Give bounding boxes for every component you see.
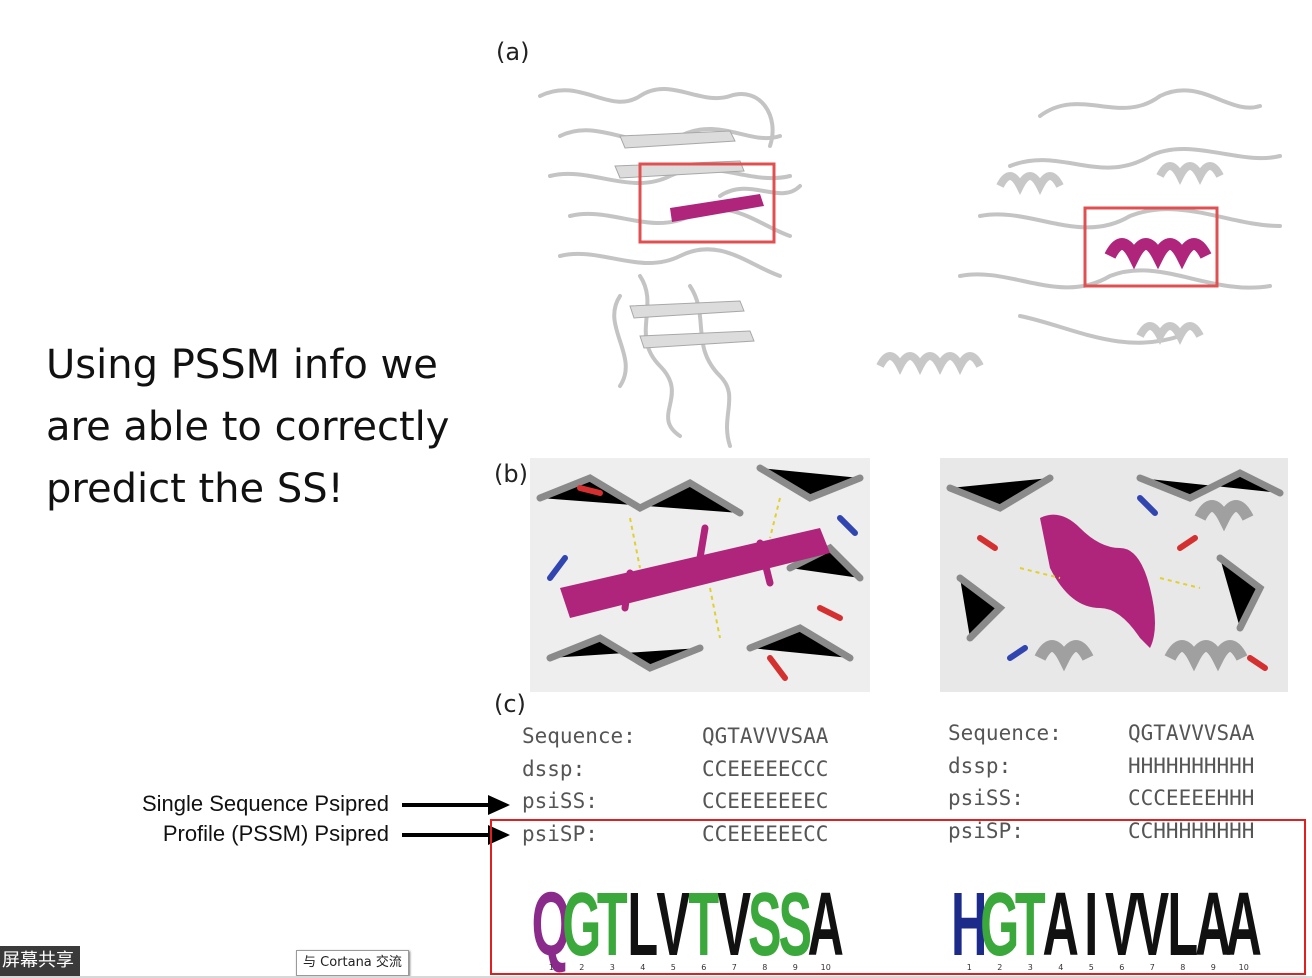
logo-position-label: 10 xyxy=(821,963,831,972)
logo-letter: V xyxy=(1135,875,1169,973)
seq-value: CCEEEEEECC xyxy=(702,821,829,846)
annotation-single-sequence: Single Sequence Psipred xyxy=(141,791,389,816)
seq-value: CCEEEEECCC xyxy=(702,756,829,781)
bottom-divider xyxy=(0,976,1312,978)
stick-model-right xyxy=(940,458,1288,692)
logo-letter: V xyxy=(1105,875,1139,973)
logo-letter: H xyxy=(951,875,987,973)
logo-letter: G xyxy=(562,875,601,973)
logo-position-label: 2 xyxy=(579,963,584,972)
logo-position-label: 3 xyxy=(610,963,615,972)
seq-key: dssp: xyxy=(948,753,1012,778)
annotation-profile-pssm: Profile (PSSM) Psipred xyxy=(162,821,389,846)
seq-value: QGTAVVVSAA xyxy=(1128,721,1255,745)
logo-letter: L xyxy=(1167,875,1198,973)
logo-letter: Q xyxy=(532,875,571,973)
panel-label-c: (c) xyxy=(494,690,526,718)
figure: (a) xyxy=(490,36,1310,976)
logo-letter: G xyxy=(980,875,1019,973)
stick-model-left xyxy=(530,458,870,692)
logo-letter: T xyxy=(597,875,628,973)
logo-position-label: 9 xyxy=(1211,963,1216,972)
seq-key: Sequence: xyxy=(522,724,636,748)
arrow-right-icon xyxy=(402,825,510,845)
logo-position-label: 4 xyxy=(640,963,645,972)
logo-position-label: 8 xyxy=(1180,963,1185,972)
logo-letter: A xyxy=(808,875,844,973)
logo-letter: S xyxy=(748,875,782,973)
protein-cartoon-right xyxy=(876,88,1282,375)
seq-key: psiSP: xyxy=(948,818,1024,843)
protein-cartoon-left xyxy=(538,86,802,448)
logo-position-label: 1 xyxy=(549,963,554,972)
logo-position-label: 2 xyxy=(997,963,1002,972)
logo-letter: T xyxy=(688,875,719,973)
logo-position-label: 5 xyxy=(671,963,676,972)
slide-text-line-3: predict the SS! xyxy=(46,466,344,512)
logo-position-label: 5 xyxy=(1089,963,1094,972)
logo-letter: S xyxy=(778,875,812,973)
logo-letter: L xyxy=(627,875,658,973)
seq-value: QGTAVVVSAA xyxy=(702,724,829,748)
logo-letter: T xyxy=(1015,875,1046,973)
seq-key: psiSS: xyxy=(948,786,1024,810)
logo-position-label: 1 xyxy=(967,963,972,972)
sequence-logo-box: Q G T L V T V S S A 1 2 3 4 5 6 7 8 9 10 H G T A I V V L A A 1 2 3 4 5 6 7 8 9… xyxy=(490,819,1306,975)
logo-position-label: 6 xyxy=(701,963,706,972)
seq-key: psiSP: xyxy=(522,821,598,846)
logo-letter: V xyxy=(656,875,690,973)
arrow-right-icon xyxy=(402,795,510,815)
panel-label-a: (a) xyxy=(496,38,530,66)
logo-position-label: 7 xyxy=(732,963,737,972)
logo-position-label: 6 xyxy=(1119,963,1124,972)
seq-key: dssp: xyxy=(522,756,586,781)
seq-value: CCHHHHHHHH xyxy=(1128,818,1255,843)
seq-key: Sequence: xyxy=(948,721,1062,745)
logo-letter: A xyxy=(1226,875,1262,973)
cortana-search-box[interactable]: 与 Cortana 交流 xyxy=(296,950,409,976)
seq-value: CCEEEEEEEC xyxy=(702,789,829,813)
slide-text-line-2: are able to correctly xyxy=(46,404,450,450)
logo-letter: I xyxy=(1084,875,1098,973)
seq-value: CCCEEEEHHH xyxy=(1128,786,1255,810)
logo-position-label: 8 xyxy=(762,963,767,972)
seq-key: psiSS: xyxy=(522,789,598,813)
logo-letter: A xyxy=(1195,875,1231,973)
panel-label-b: (b) xyxy=(494,460,528,488)
logo-position-label: 4 xyxy=(1058,963,1063,972)
logo-position-label: 9 xyxy=(793,963,798,972)
logo-position-label: 7 xyxy=(1150,963,1155,972)
screen-share-label[interactable]: 屏幕共享 xyxy=(0,946,80,976)
seq-value: HHHHHHHHHH xyxy=(1128,753,1255,778)
logo-letter: V xyxy=(717,875,751,973)
logo-position-label: 10 xyxy=(1239,963,1249,972)
slide-text-line-1: Using PSSM info we xyxy=(46,342,438,388)
logo-letter: A xyxy=(1043,875,1079,973)
logo-position-label: 3 xyxy=(1028,963,1033,972)
slide-main-text: Using PSSM info we are able to correctly… xyxy=(46,334,486,520)
